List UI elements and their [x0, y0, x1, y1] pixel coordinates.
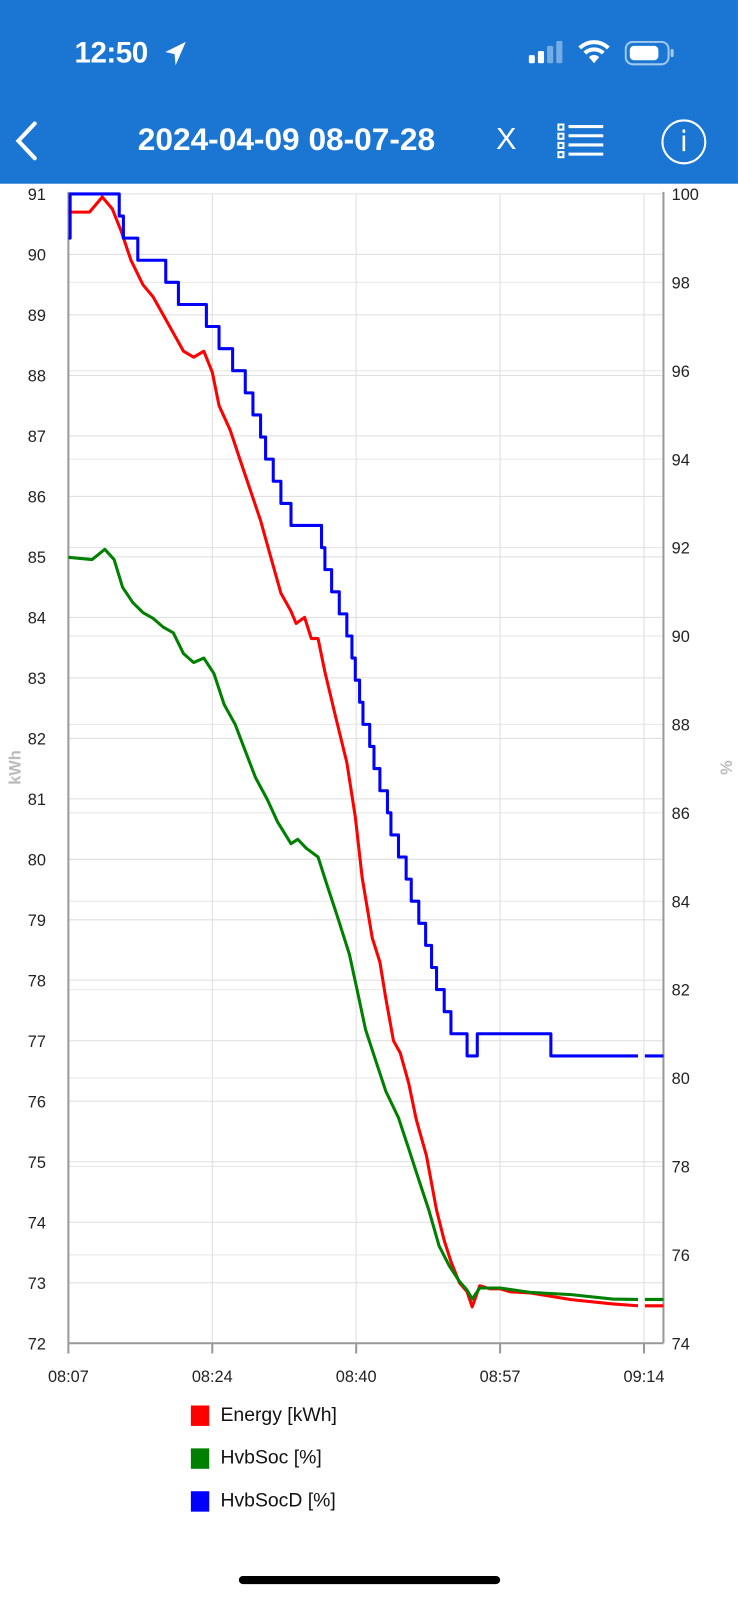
y-left-tick-label: 82: [28, 730, 46, 748]
x-tick-label: 08:40: [336, 1368, 377, 1386]
legend-swatch: [190, 1405, 210, 1426]
y-left-tick-label: 77: [28, 1033, 46, 1051]
y-left-tick-label: 90: [28, 247, 46, 265]
close-button[interactable]: X: [496, 122, 517, 157]
y-right-tick-label: 82: [672, 982, 690, 1000]
y-right-tick-label: 80: [672, 1070, 690, 1088]
y-left-tick-label: 85: [28, 549, 46, 567]
y-right-tick-label: 88: [672, 717, 690, 735]
legend-item-hvbsocd: HvbSocD [%]: [190, 1490, 336, 1512]
back-chevron-icon[interactable]: [12, 120, 41, 161]
x-tick-label: 09:14: [624, 1368, 665, 1386]
status-time: 12:50: [74, 36, 149, 70]
tick-labels: 72 73 74 75 76 77 78 79 80 81 82 83 84 85 86 87 88 89 90 91…: [28, 186, 699, 1386]
legend-swatch: [190, 1448, 210, 1469]
y-axis-right-label: %: [718, 760, 736, 775]
y-right-tick-label: 78: [672, 1159, 690, 1177]
y-left-tick-label: 83: [28, 670, 46, 688]
x-tick-label: 08:24: [192, 1368, 233, 1386]
legend-item-energy: Energy [kWh]: [190, 1404, 337, 1426]
y-left-tick-label: 78: [28, 972, 46, 990]
battery-icon: [624, 40, 674, 66]
y-right-tick-label: 96: [672, 363, 690, 381]
series-line-hvbsoc: [68, 547, 639, 1301]
y-right-tick-label: 76: [672, 1247, 690, 1265]
axes: [67, 191, 665, 1354]
y-left-tick-label: 86: [28, 489, 46, 507]
y-left-tick-label: 80: [28, 851, 46, 869]
y-left-tick-label: 72: [28, 1335, 46, 1353]
y-left-tick-label: 91: [28, 186, 46, 204]
y-axis-left-label: kWh: [6, 750, 24, 784]
y-left-tick-label: 74: [28, 1214, 46, 1232]
y-left-tick-label: 73: [28, 1275, 46, 1293]
series-line-hvbsocd: [68, 192, 639, 1058]
y-right-tick-label: 98: [672, 274, 690, 292]
y-right-tick-label: 86: [672, 805, 690, 823]
y-left-tick-label: 87: [28, 428, 46, 446]
page-title: 2024-04-09 08-07-28: [137, 121, 436, 158]
y-right-tick-label: 94: [672, 451, 690, 469]
line-chart: 72 73 74 75 76 77 78 79 80 81 82 83 84 85 86 87 88 89 90 91…: [6, 186, 736, 1386]
nav-header: 12:50 2024-04-09 08-07-28 X i: [0, 0, 738, 184]
legend-swatch: [190, 1491, 210, 1512]
y-left-tick-label: 89: [28, 307, 46, 325]
y-left-tick-label: 76: [28, 1093, 46, 1111]
y-right-tick-label: 100: [672, 186, 699, 204]
y-right-tick-label: 92: [672, 540, 690, 558]
wifi-icon: [578, 40, 610, 64]
x-tick-label: 08:07: [48, 1368, 89, 1386]
legend-label: HvbSocD [%]: [220, 1490, 336, 1512]
y-left-tick-label: 84: [28, 609, 46, 627]
y-left-tick-label: 75: [28, 1154, 46, 1172]
cellular-signal-icon: [528, 40, 563, 64]
legend-label: Energy [kWh]: [220, 1404, 337, 1426]
series-line-energy: [68, 195, 639, 1309]
legend-item-hvbsoc: HvbSoc [%]: [190, 1447, 322, 1469]
info-icon[interactable]: i: [661, 119, 707, 165]
y-right-tick-label: 74: [672, 1335, 690, 1353]
y-right-tick-label: 84: [672, 893, 690, 911]
list-icon[interactable]: [557, 122, 604, 159]
location-arrow-icon: [165, 41, 186, 66]
home-indicator[interactable]: [238, 1575, 501, 1585]
y-left-tick-label: 81: [28, 791, 46, 809]
grid: [67, 193, 664, 1344]
series-group: [68, 192, 664, 1309]
y-left-tick-label: 79: [28, 912, 46, 930]
y-left-tick-label: 88: [28, 368, 46, 386]
legend-label: HvbSoc [%]: [220, 1447, 322, 1469]
y-right-tick-label: 90: [672, 628, 690, 646]
x-tick-label: 08:57: [480, 1368, 521, 1386]
